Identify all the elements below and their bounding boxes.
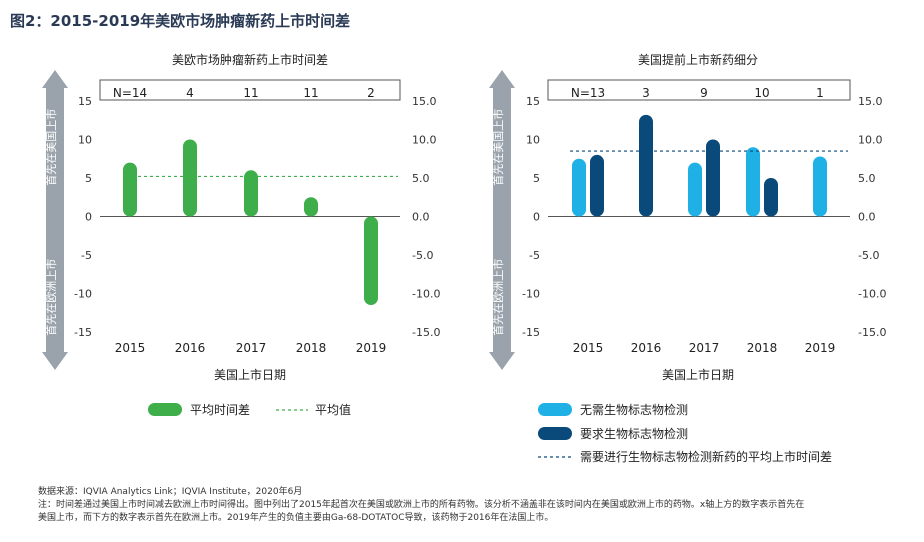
legend-no-biomarker-label: 无需生物标志物检测 — [580, 402, 688, 417]
chart2-y-tick-right: 0.0 — [858, 211, 876, 224]
legend-biomarker-label: 要求生物标志物检测 — [580, 426, 688, 441]
chart2-arrow-up-label: 首先在美国上市 — [491, 109, 505, 186]
chart2-bar-biomarker — [639, 114, 653, 217]
chart2-y-tick-left: 0 — [533, 211, 540, 224]
chart1-bar — [304, 197, 318, 217]
chart1-count-label: 11 — [243, 86, 258, 100]
chart1-y-tick-left: 5 — [85, 172, 92, 185]
chart2-bar-biomarker — [590, 154, 604, 217]
chart1-y-tick-left: -15 — [74, 326, 92, 339]
chart2-arrow-down-label: 首先在欧洲上市 — [491, 259, 505, 336]
chart1-count-label: 4 — [186, 86, 194, 100]
chart1-x-tick-label: 2016 — [175, 341, 206, 355]
chart2-y-tick-right: 10.0 — [858, 134, 883, 147]
chart2-x-axis-label: 美国上市日期 — [662, 367, 734, 382]
chart2-bar-biomarker — [706, 139, 720, 217]
chart2-direction-arrow — [489, 70, 515, 370]
chart1-title: 美欧市场肿瘤新药上市时间差 — [172, 52, 328, 67]
footnotes: 数据来源：IQVIA Analytics Link；IQVIA Institut… — [38, 486, 908, 525]
chart2-y-tick-right: -5.0 — [858, 249, 879, 262]
chart2-count-label: 10 — [754, 86, 769, 100]
chart2-count-box — [547, 79, 851, 101]
chart1-direction-arrow — [42, 70, 68, 370]
chart1-count-box — [99, 79, 401, 101]
chart1-y-tick-right: 15.0 — [412, 95, 437, 108]
legend-biomarker-avg-label: 需要进行生物标志物检测新药的平均上市时间差 — [580, 449, 832, 464]
chart2-y-tick-right: -10.0 — [858, 288, 886, 301]
chart2-x-tick-label: 2018 — [747, 341, 778, 355]
chart1-arrow-down-label: 首先在欧洲上市 — [44, 259, 58, 336]
chart1-y-tick-left: -5 — [81, 249, 92, 262]
chart2-count-label: 9 — [700, 86, 708, 100]
chart2-x-tick-label: 2016 — [631, 341, 662, 355]
chart1-y-tick-left: -10 — [74, 288, 92, 301]
chart1-y-tick-right: 0.0 — [412, 211, 430, 224]
chart2-bar-no-biomarker — [813, 156, 827, 217]
chart1-y-tick-right: 5.0 — [412, 172, 430, 185]
chart2-title: 美国提前上市新药细分 — [638, 52, 758, 67]
chart1-x-tick-label: 2018 — [296, 341, 327, 355]
chart2-y-tick-left: 5 — [533, 172, 540, 185]
chart1-y-tick-left: 10 — [78, 134, 92, 147]
chart2-x-tick-label: 2019 — [805, 341, 836, 355]
chart1-bar — [364, 216, 378, 306]
chart2-bar-biomarker — [764, 178, 778, 217]
note-line-2: 美国上市，而下方的数字表示首先在欧洲上市。2019年产生的负值主要由Ga-68-… — [38, 513, 554, 523]
chart1-bar — [244, 170, 258, 217]
legend-no-biomarker-swatch — [538, 403, 572, 416]
chart2-y-tick-left: -15 — [522, 326, 540, 339]
legend-avg-diff-label: 平均时间差 — [190, 403, 250, 417]
chart1-y-tick-right: -10.0 — [412, 288, 440, 301]
chart1-y-tick-left: 0 — [85, 211, 92, 224]
note-line-1: 注：时间差通过美国上市时间减去欧洲上市时间得出。图中列出了2015年起首次在美国… — [38, 500, 805, 510]
chart1-y-tick-right: 10.0 — [412, 134, 437, 147]
chart1-x-tick-label: 2015 — [115, 341, 146, 355]
chart2-bar-no-biomarker — [746, 147, 760, 217]
chart1-bar — [123, 162, 137, 217]
chart1-x-axis-label: 美国上市日期 — [214, 367, 286, 382]
chart1-count-label: 2 — [367, 86, 375, 100]
chart1-x-tick-label: 2017 — [236, 341, 267, 355]
chart2-y-tick-right: 15.0 — [858, 95, 883, 108]
chart1-y-tick-right: -5.0 — [412, 249, 433, 262]
figure-title: 图2：2015-2019年美欧市场肿瘤新药上市时间差 — [10, 12, 351, 30]
chart1-x-tick-label: 2019 — [356, 341, 387, 355]
chart2-count-label: N=13 — [571, 86, 605, 100]
legend-avg-line-label: 平均值 — [315, 402, 351, 417]
chart2-y-tick-left: 15 — [526, 95, 540, 108]
chart2-x-tick-label: 2017 — [689, 341, 720, 355]
chart1-bar — [183, 139, 197, 217]
chart2-count-label: 3 — [642, 86, 650, 100]
chart2-y-tick-left: -10 — [522, 288, 540, 301]
chart2-y-tick-left: -5 — [529, 249, 540, 262]
chart1-y-tick-right: -15.0 — [412, 326, 440, 339]
chart2-x-tick-label: 2015 — [573, 341, 604, 355]
chart1-count-label: N=14 — [113, 86, 147, 100]
chart2-count-label: 1 — [816, 86, 824, 100]
chart1-count-label: 11 — [303, 86, 318, 100]
chart2-y-tick-right: 5.0 — [858, 172, 876, 185]
source-note: 数据来源：IQVIA Analytics Link；IQVIA Institut… — [38, 487, 303, 497]
chart1-y-tick-left: 15 — [78, 95, 92, 108]
chart2-y-tick-left: 10 — [526, 134, 540, 147]
legend-avg-diff-swatch — [148, 403, 182, 416]
chart2-bar-no-biomarker — [572, 158, 586, 217]
legend-biomarker-swatch — [538, 427, 572, 440]
chart2-bar-no-biomarker — [688, 162, 702, 217]
chart1-arrow-up-label: 首先在美国上市 — [44, 109, 58, 186]
chart2-y-tick-right: -15.0 — [858, 326, 886, 339]
